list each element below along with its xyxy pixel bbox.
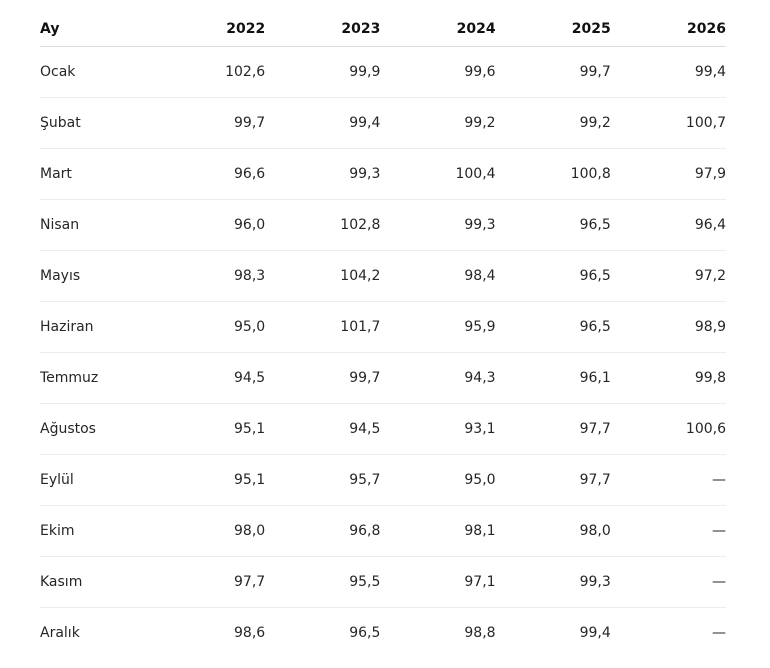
table-header: Ay 2022 2023 2024 2025 2026 xyxy=(40,12,726,47)
value-cell: 99,7 xyxy=(495,46,611,98)
table-row: Aralık 98,6 96,5 98,8 99,4 — xyxy=(40,608,726,659)
value-cell: 95,0 xyxy=(150,301,266,353)
value-cell: 96,0 xyxy=(150,199,266,251)
month-cell: Şubat xyxy=(40,97,150,149)
value-cell: 102,8 xyxy=(265,199,381,251)
value-cell: 98,0 xyxy=(150,505,266,557)
month-cell: Aralık xyxy=(40,625,80,641)
month-cell: Mayıs xyxy=(40,250,150,302)
value-cell: 97,1 xyxy=(380,556,496,608)
column-header-2023: 2023 xyxy=(265,12,381,47)
value-cell: 100,7 xyxy=(610,97,726,149)
table-row: Kasım 97,7 95,5 97,1 99,3— xyxy=(40,556,726,608)
column-header-2025: 2025 xyxy=(495,12,611,47)
value-cell: 97,2 xyxy=(610,250,726,302)
value-cell: — xyxy=(610,505,726,557)
value-cell: 100,4 xyxy=(380,148,496,200)
value-cell: 99,4 xyxy=(610,46,726,98)
value-cell: 95,7 xyxy=(265,454,381,506)
value-cell: — xyxy=(610,454,726,506)
column-header-2024: 2024 xyxy=(380,12,496,47)
value-cell: 94,5 xyxy=(150,352,266,404)
value-cell: 98,8 xyxy=(464,625,496,641)
month-cell: Nisan xyxy=(40,199,150,251)
value-cell: 99,4 xyxy=(265,97,381,149)
value-cell: 99,6 xyxy=(380,46,496,98)
value-cell: 96,6 xyxy=(150,148,266,200)
table-row: Şubat 99,7 99,4 99,2 99,2 100,7 xyxy=(40,97,726,149)
value-cell: 100,8 xyxy=(495,148,611,200)
value-cell: 95,9 xyxy=(380,301,496,353)
value-cell: 95,1 xyxy=(150,403,266,455)
table-body: Ocak 102,6 99,9 99,6 99,7 99,4 Şubat 99,7 99,4 99… xyxy=(40,46,726,659)
column-header-month: Ay xyxy=(40,12,150,47)
value-cell: 94,3 xyxy=(380,352,496,404)
value-cell: 99,3 xyxy=(495,556,611,608)
value-cell: 98,4 xyxy=(380,250,496,302)
value-cell: 96,4 xyxy=(610,199,726,251)
value-cell: 99,3 xyxy=(265,148,381,200)
value-cell: 99,2 xyxy=(495,97,611,149)
month-cell: Haziran xyxy=(40,301,150,353)
month-cell: Ekim xyxy=(40,505,150,557)
value-cell: 95,5 xyxy=(265,556,381,608)
data-table-container: Ay 2022 2023 2024 2025 2026 Ocak 102,6 99,… xyxy=(40,12,726,658)
value-cell: 96,8 xyxy=(265,505,381,557)
value-cell: 98,6 xyxy=(234,625,266,641)
table-row: Ocak 102,6 99,9 99,6 99,7 99,4 xyxy=(40,46,726,98)
table-row: Nisan 96,0 102,8 99,3 96,5 96,4 xyxy=(40,199,726,251)
value-cell: 96,5 xyxy=(349,625,381,641)
month-cell: Temmuz xyxy=(40,352,150,404)
month-cell: Mart xyxy=(40,148,150,200)
value-cell: 99,2 xyxy=(380,97,496,149)
value-cell: — xyxy=(712,625,726,641)
table-row: Ağustos 95,1 94,5 93,1 97,7 100,6 xyxy=(40,403,726,455)
month-cell: Ağustos xyxy=(40,403,150,455)
month-cell: Eylül xyxy=(40,454,150,506)
value-cell: 97,7 xyxy=(495,403,611,455)
column-header-2026: 2026 xyxy=(610,12,726,47)
table-row: Ekim 98,0 96,8 98,1 98,0— xyxy=(40,505,726,557)
value-cell: 99,7 xyxy=(265,352,381,404)
value-cell: 98,3 xyxy=(150,250,266,302)
value-cell: 100,6 xyxy=(610,403,726,455)
value-cell: 99,3 xyxy=(380,199,496,251)
value-cell: 99,8 xyxy=(610,352,726,404)
table-row: Mart 96,6 99,3 100,4 100,8 97,9 xyxy=(40,148,726,200)
value-cell: 97,9 xyxy=(610,148,726,200)
table-row: Temmuz 94,5 99,7 94,3 96,1 99,8 xyxy=(40,352,726,404)
month-cell: Ocak xyxy=(40,46,150,98)
value-cell: 97,7 xyxy=(150,556,266,608)
value-cell: 96,5 xyxy=(495,199,611,251)
value-cell: 95,1 xyxy=(150,454,266,506)
table-row: Eylül 95,1 95,7 95,0 97,7— xyxy=(40,454,726,506)
value-cell: 94,5 xyxy=(265,403,381,455)
data-table: Ay 2022 2023 2024 2025 2026 Ocak 102,6 99,… xyxy=(40,12,726,658)
value-cell: 97,7 xyxy=(495,454,611,506)
value-cell: 99,9 xyxy=(265,46,381,98)
column-header-2022: 2022 xyxy=(150,12,266,47)
value-cell: 96,5 xyxy=(495,250,611,302)
value-cell: 98,9 xyxy=(610,301,726,353)
value-cell: 98,1 xyxy=(380,505,496,557)
header-row: Ay 2022 2023 2024 2025 2026 xyxy=(40,12,726,47)
value-cell: 99,7 xyxy=(150,97,266,149)
value-cell: 102,6 xyxy=(150,46,266,98)
value-cell: 93,1 xyxy=(380,403,496,455)
value-cell: 96,5 xyxy=(495,301,611,353)
table-row: Haziran 95,0 101,7 95,9 96,5 98,9 xyxy=(40,301,726,353)
value-cell: 99,4 xyxy=(579,625,611,641)
value-cell: 96,1 xyxy=(495,352,611,404)
month-cell: Kasım xyxy=(40,556,150,608)
value-cell: — xyxy=(610,556,726,608)
table-row: Mayıs 98,3 104,2 98,4 96,5 97,2 xyxy=(40,250,726,302)
value-cell: 98,0 xyxy=(495,505,611,557)
value-cell: 95,0 xyxy=(380,454,496,506)
value-cell: 101,7 xyxy=(265,301,381,353)
value-cell: 104,2 xyxy=(265,250,381,302)
